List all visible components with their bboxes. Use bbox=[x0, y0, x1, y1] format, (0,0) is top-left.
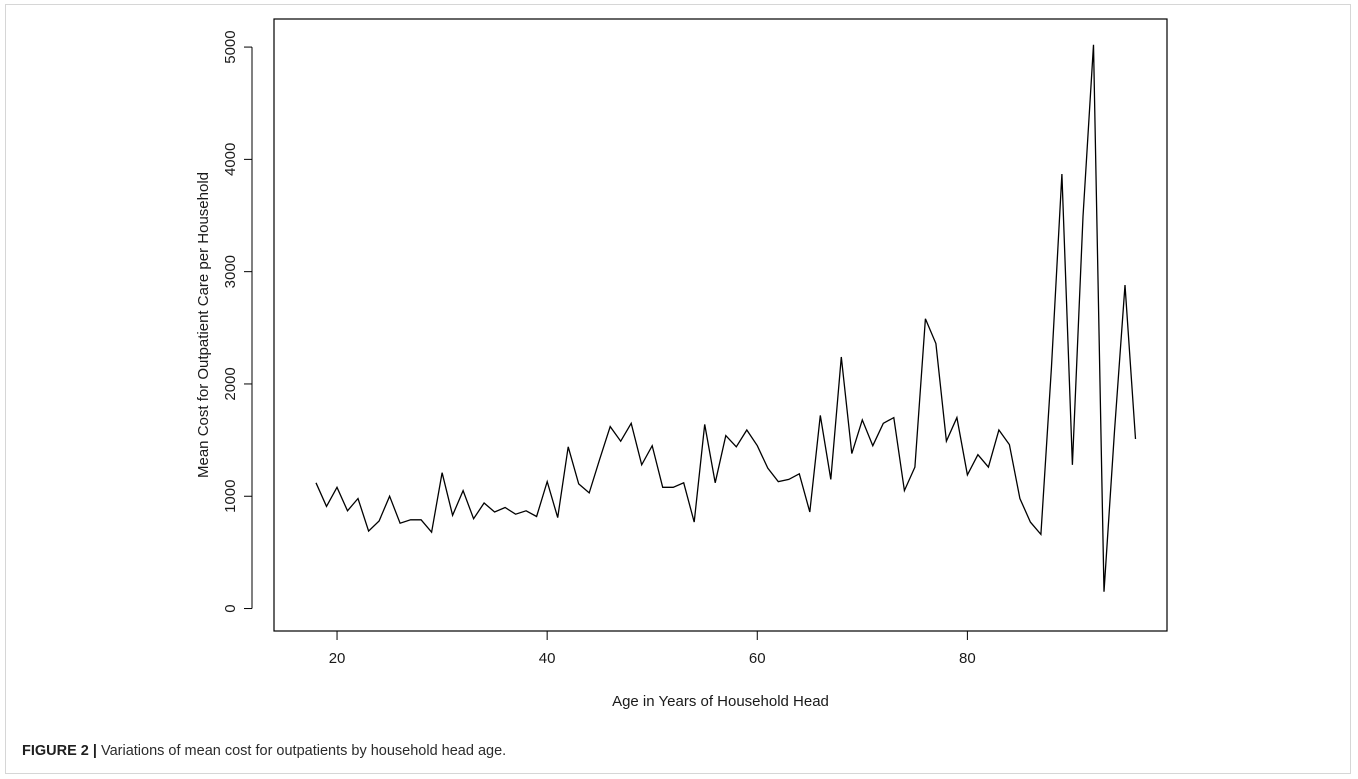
y-tick-label: 2000 bbox=[222, 367, 239, 400]
plot-area bbox=[273, 18, 1168, 632]
figure-label: FIGURE 2 | bbox=[22, 743, 97, 759]
y-tick-label: 0 bbox=[222, 604, 239, 612]
x-axis-label: Age in Years of Household Head bbox=[612, 693, 829, 710]
y-tick-label: 4000 bbox=[222, 143, 239, 176]
x-tick-label: 40 bbox=[539, 650, 556, 667]
x-tick-label: 80 bbox=[959, 650, 976, 667]
y-tick-label: 5000 bbox=[222, 30, 239, 63]
x-tick-label: 20 bbox=[329, 650, 346, 667]
y-tick-label: 3000 bbox=[222, 255, 239, 288]
y-tick-label: 1000 bbox=[222, 480, 239, 513]
y-axis: 0 1000 2000 3000 4000 5000 bbox=[222, 30, 253, 613]
caption-text: Variations of mean cost for outpatients … bbox=[96, 743, 507, 759]
figure-frame bbox=[5, 4, 1351, 774]
x-tick-label: 60 bbox=[749, 650, 766, 667]
y-axis-label: Mean Cost for Outpatient Care per Househ… bbox=[195, 172, 212, 478]
x-axis: 20 40 60 80 bbox=[329, 630, 976, 667]
figure-caption: FIGURE 2 | Variations of mean cost for o… bbox=[22, 743, 506, 759]
series-line bbox=[315, 44, 1137, 592]
